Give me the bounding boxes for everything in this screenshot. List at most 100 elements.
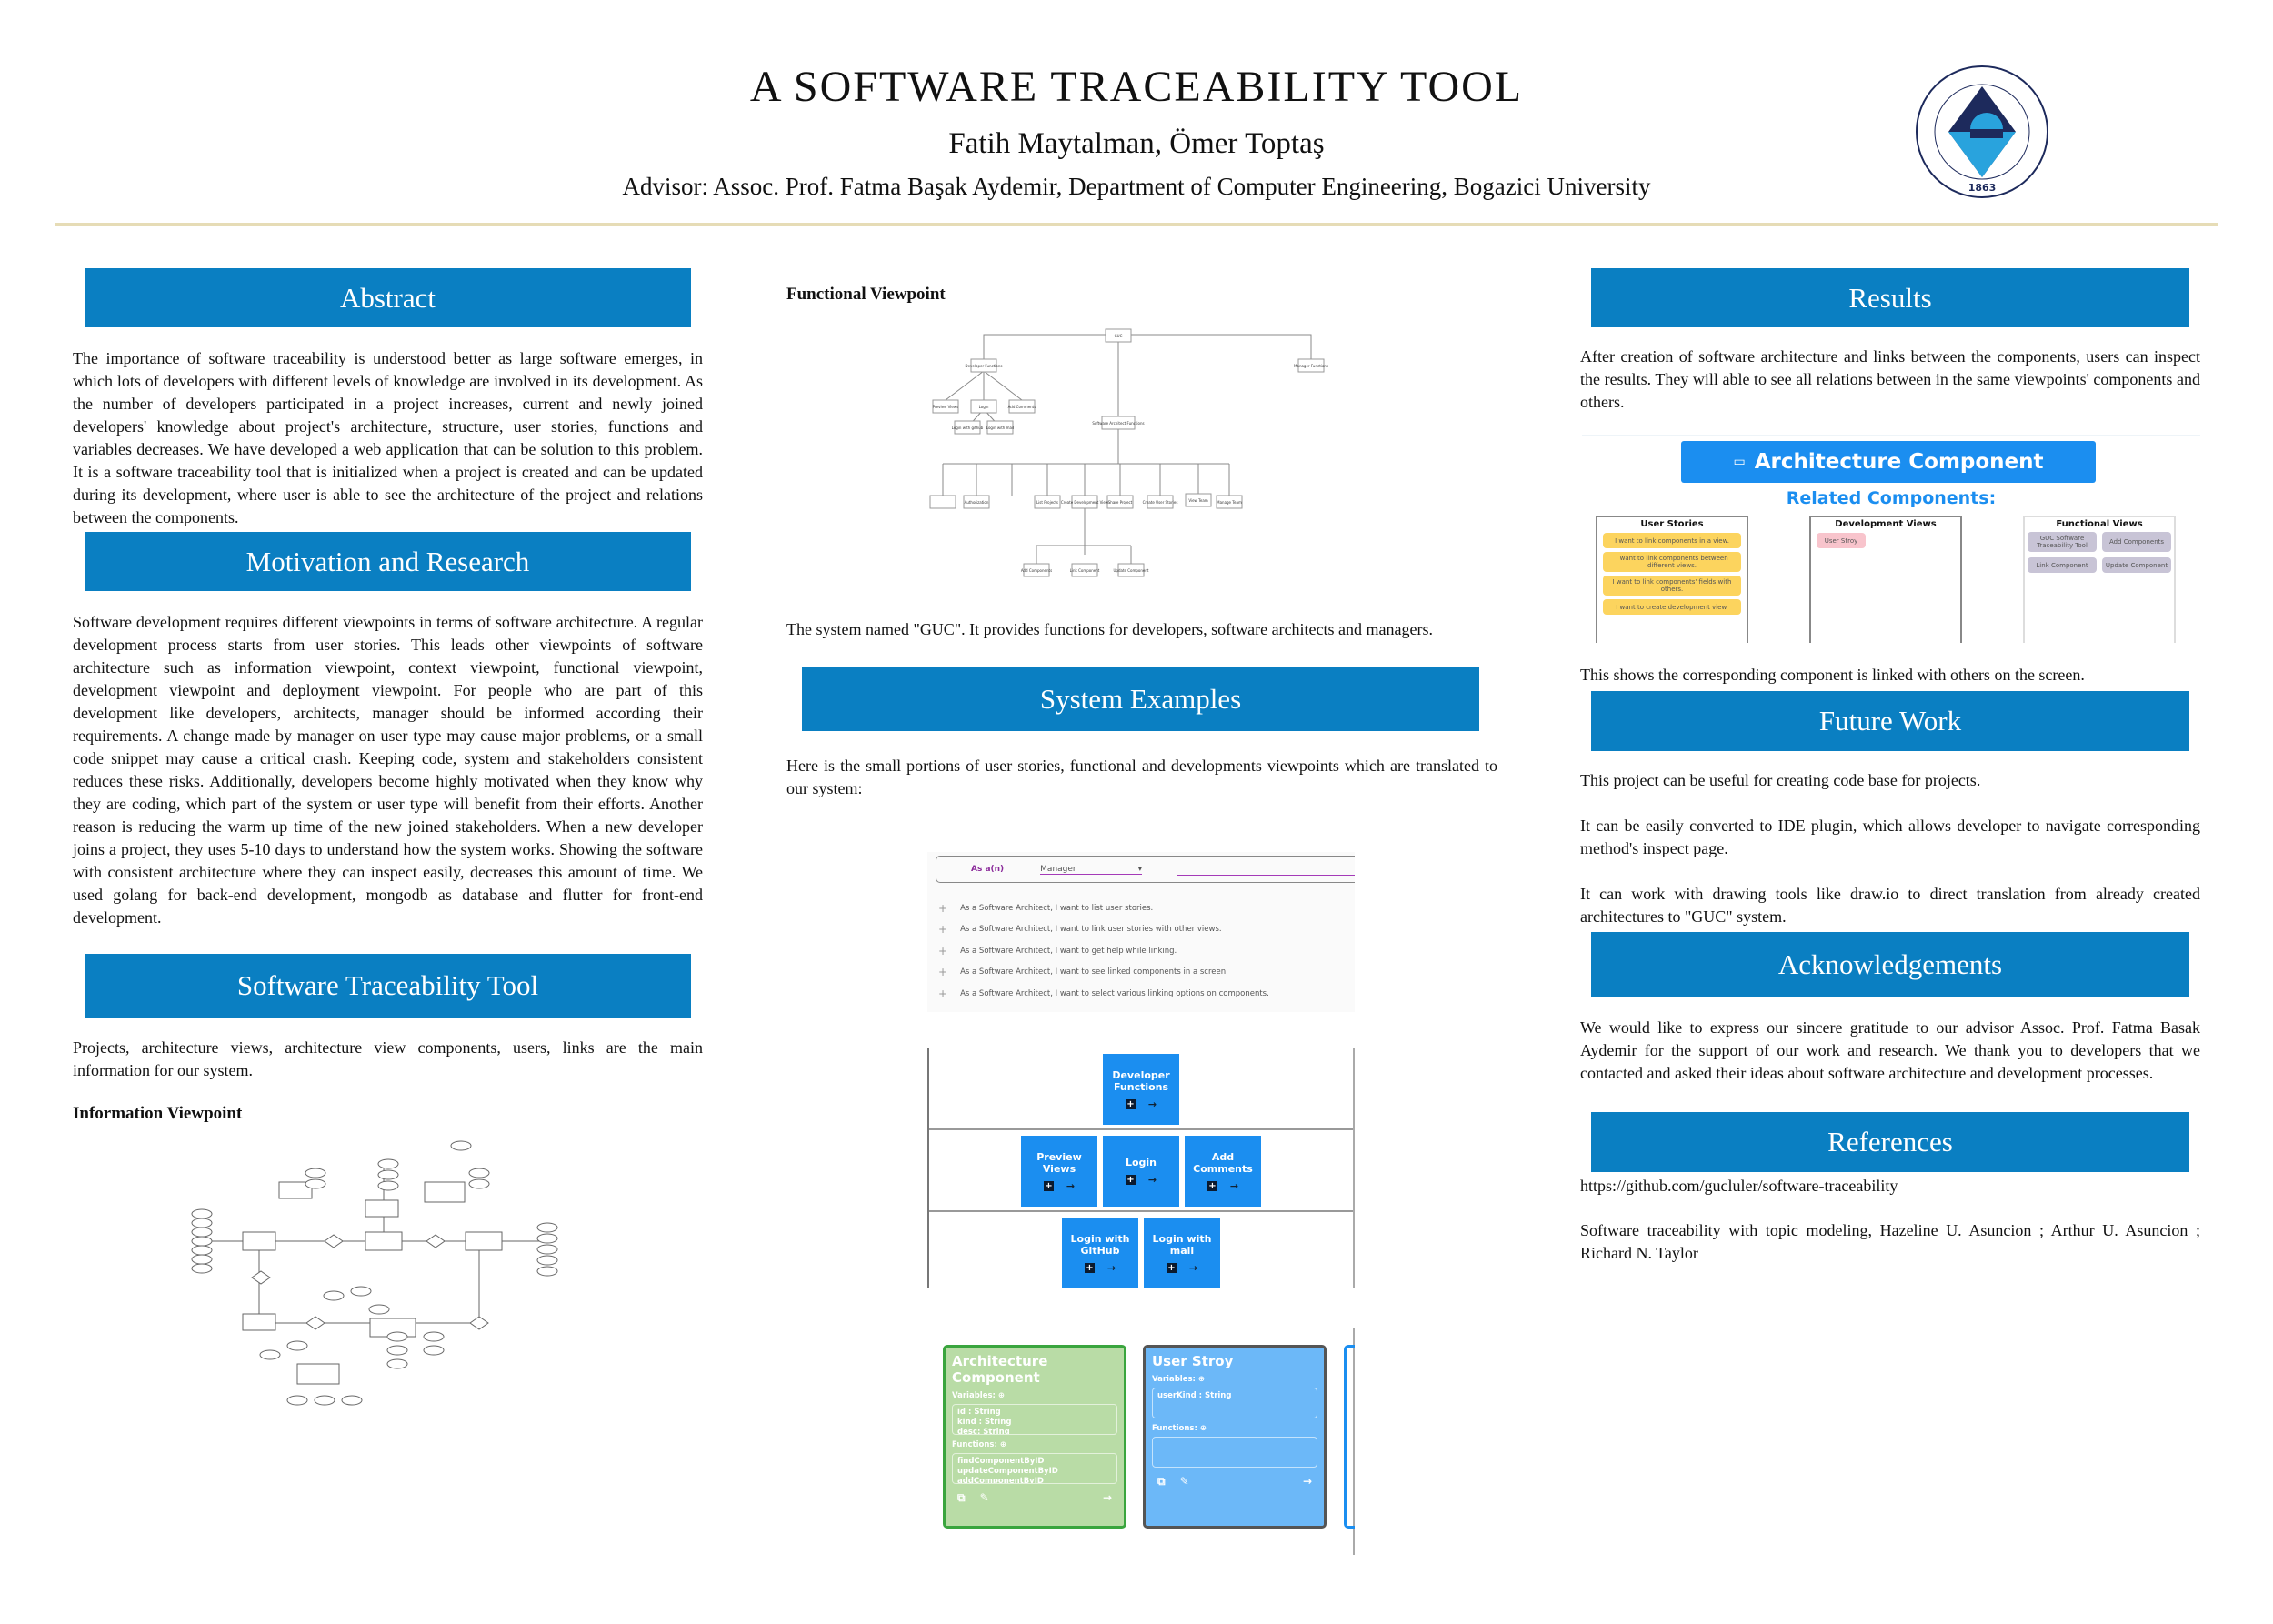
abstract-header: Abstract — [85, 268, 691, 327]
node-update-component: Update Component — [1114, 568, 1149, 573]
attribute-ellipse — [305, 1168, 326, 1178]
story-row[interactable]: + As a Software Architect, I want to see … — [927, 962, 1355, 984]
attribute-ellipse — [536, 1233, 558, 1244]
attribute-ellipse — [305, 1178, 326, 1189]
linked-item[interactable]: Link Component — [2028, 557, 2097, 573]
references-header: References — [1591, 1112, 2189, 1172]
arrow-right-icon[interactable]: → — [1106, 1261, 1116, 1274]
add-icon[interactable]: + — [1207, 1180, 1217, 1191]
story-row[interactable]: + As a Software Architect, I want to link… — [927, 919, 1355, 941]
story-row[interactable]: + As a Software Architect, I want to sele… — [927, 983, 1355, 1005]
linked-item[interactable]: I want to link components between differ… — [1603, 552, 1741, 572]
future-text-3: It can work with drawing tools like draw… — [1580, 885, 2200, 926]
story-row[interactable]: + As a Software Architect, I want to get … — [927, 940, 1355, 962]
related-components-label: Related Components: — [1786, 488, 1997, 508]
add-circle-icon[interactable]: ⊕ — [999, 1440, 1006, 1449]
acknowledgements-text: We would like to express our sincere gra… — [1580, 1018, 2200, 1082]
add-icon[interactable]: + — [938, 923, 948, 937]
functions-screenshot: Developer Functions + → Preview Views + → Lo… — [927, 1048, 1355, 1288]
functional-viewpoint-diagram: GUC Developer Functions Manager Function… — [929, 328, 1328, 577]
motivation-text: Software development requires different … — [73, 613, 703, 927]
edit-icon[interactable]: ✎ — [979, 1491, 989, 1504]
story-text: As a Software Architect, I want to list … — [960, 903, 1154, 913]
node-manager-functions: Manager Functions — [1294, 364, 1328, 368]
user-stories-screenshot: As a(n) Manager ▾ + As a Software Architec… — [927, 852, 1355, 1012]
attribute-ellipse — [191, 1227, 213, 1238]
poster-title: A SOFTWARE TRACEABILITY TOOL — [749, 63, 1524, 111]
function: updateComponentByID — [957, 1467, 1058, 1476]
add-icon[interactable]: + — [938, 944, 948, 957]
attribute-ellipse — [286, 1340, 308, 1351]
attribute-ellipse — [423, 1345, 445, 1356]
linked-item[interactable]: User Stroy — [1817, 533, 1866, 548]
add-icon[interactable]: + — [1084, 1262, 1095, 1273]
function-box[interactable]: Preview Views + → — [1021, 1136, 1097, 1207]
add-icon[interactable]: + — [938, 966, 948, 979]
add-icon[interactable]: + — [1125, 1175, 1136, 1185]
arrow-right-icon[interactable]: → — [1066, 1179, 1076, 1192]
abstract-text: The importance of software traceability … — [73, 349, 703, 526]
attribute-ellipse — [536, 1244, 558, 1255]
reference-item: Software traceability with topic modelin… — [1580, 1221, 2200, 1262]
edit-icon[interactable]: ✎ — [1179, 1475, 1189, 1488]
arrow-right-icon[interactable]: → — [1147, 1174, 1157, 1186]
linked-item[interactable]: Update Component — [2102, 557, 2171, 573]
variable: id : String — [957, 1408, 1001, 1417]
attribute-ellipse — [314, 1395, 335, 1406]
future-work-header: Future Work — [1591, 691, 2189, 751]
results-caption: This shows the corresponding component i… — [1580, 666, 2085, 684]
attribute-ellipse — [536, 1266, 558, 1277]
arrow-right-icon[interactable]: → — [1102, 1491, 1112, 1504]
linked-item[interactable]: I want to link components' fields with o… — [1603, 576, 1741, 596]
function-label: Login with GitHub — [1070, 1232, 1130, 1257]
node-login: Login — [979, 405, 989, 409]
variable: kind : String — [957, 1418, 1012, 1427]
node-add-components: Add Components — [1021, 568, 1052, 573]
function-box[interactable]: Login with mail + → — [1144, 1218, 1220, 1288]
arrow-right-icon[interactable]: → — [1302, 1475, 1312, 1488]
reference-link[interactable]: https://github.com/gucluler/software-tra… — [1580, 1177, 1898, 1195]
node-guc: GUC — [1115, 334, 1123, 338]
node-create-dev-view: Create Development View — [1061, 500, 1109, 505]
duplicate-icon[interactable]: ⧉ — [1157, 1475, 1166, 1488]
add-circle-icon[interactable]: ⊕ — [1199, 1424, 1207, 1433]
linked-item[interactable]: Add Components — [2102, 532, 2171, 552]
variable: userKind : String — [1157, 1391, 1232, 1400]
add-icon[interactable]: + — [1125, 1098, 1136, 1109]
add-circle-icon[interactable]: ⊕ — [1197, 1375, 1206, 1384]
function-label: Add Comments — [1193, 1150, 1253, 1175]
arrow-right-icon[interactable]: → — [1229, 1179, 1239, 1192]
add-icon[interactable]: + — [938, 901, 948, 915]
results-text: After creation of software architecture … — [1580, 347, 2200, 411]
attribute-ellipse — [386, 1345, 408, 1356]
component-card[interactable]: User Stroy Variables: ⊕ userKind : Strin… — [1143, 1345, 1327, 1529]
results-header: Results — [1591, 268, 2189, 327]
node-authorization: Authorization — [965, 500, 989, 505]
card-title: Architecture Component — [952, 1353, 1048, 1386]
add-icon[interactable]: + — [1166, 1262, 1177, 1273]
function-box[interactable]: Login + → — [1103, 1136, 1179, 1207]
arrow-right-icon[interactable]: → — [1147, 1098, 1157, 1110]
variables-label: Variables: — [952, 1391, 996, 1400]
linked-item[interactable]: I want to create development view. — [1603, 599, 1741, 615]
function-box[interactable]: Developer Functions + → — [1103, 1054, 1179, 1125]
node-preview-views: Preview Views — [933, 405, 958, 409]
add-icon[interactable]: + — [938, 987, 948, 1000]
node-developer-functions: Developer Functions — [966, 364, 1003, 368]
component-card[interactable]: Architecture Component Variables: ⊕ id :… — [943, 1345, 1126, 1529]
story-row[interactable]: + As a Software Architect, I want to list… — [927, 897, 1355, 919]
story-input[interactable] — [1177, 863, 1355, 876]
linked-item[interactable]: GUC Software Traceability Tool — [2028, 532, 2097, 552]
duplicate-icon[interactable]: ⧉ — [957, 1491, 966, 1504]
role-dropdown[interactable]: Manager ▾ — [1040, 865, 1143, 875]
component-card-partial[interactable] — [1344, 1345, 1355, 1529]
tool-text: Projects, architecture views, architectu… — [73, 1038, 703, 1079]
arrow-right-icon[interactable]: → — [1188, 1261, 1198, 1274]
node-manage-team: Manage Team — [1217, 500, 1242, 505]
add-icon[interactable]: + — [1043, 1180, 1054, 1191]
function-box[interactable]: Add Comments + → — [1185, 1136, 1261, 1207]
add-circle-icon[interactable]: ⊕ — [997, 1391, 1006, 1400]
linked-item[interactable]: I want to link components in a view. — [1603, 533, 1741, 548]
functions-list: findComponentByID updateComponentByID addC… — [952, 1453, 1117, 1484]
function-box[interactable]: Login with GitHub + → — [1062, 1218, 1138, 1288]
